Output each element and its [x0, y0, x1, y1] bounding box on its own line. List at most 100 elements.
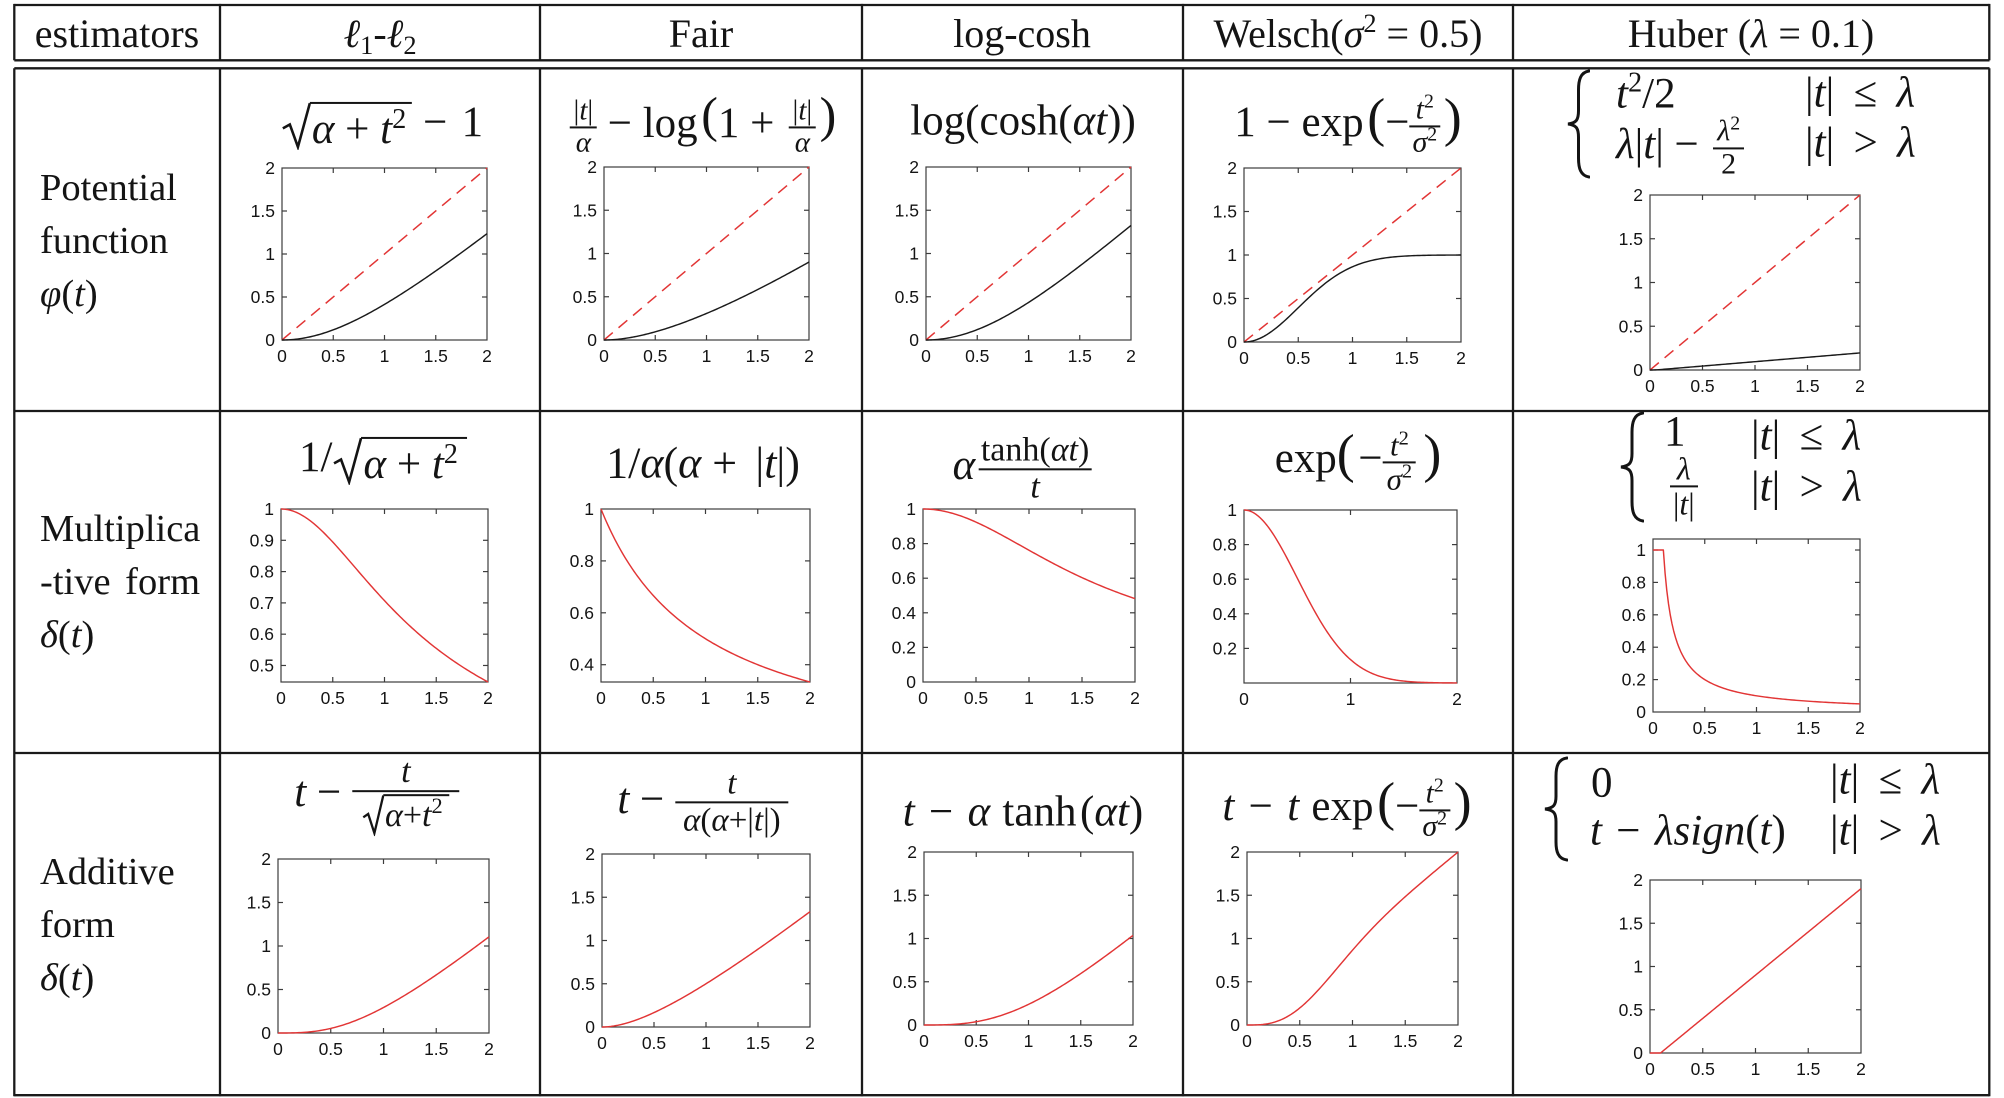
svg-text:2: 2: [1128, 1031, 1138, 1051]
svg-text:0.5: 0.5: [321, 688, 345, 708]
svg-text:0.6: 0.6: [892, 568, 916, 588]
svg-text:1.5: 1.5: [746, 346, 770, 366]
svg-text:1.5: 1.5: [895, 200, 919, 220]
svg-text:0: 0: [597, 1033, 607, 1053]
svg-text:0: 0: [1230, 1015, 1240, 1035]
svg-text:0: 0: [906, 672, 916, 692]
svg-text:0.5: 0.5: [1619, 1000, 1643, 1020]
svg-text:0: 0: [276, 688, 286, 708]
svg-text:1.5: 1.5: [424, 1039, 448, 1059]
svg-text:2: 2: [1452, 689, 1462, 709]
svg-text:0.5: 0.5: [571, 974, 595, 994]
svg-text:1: 1: [909, 244, 919, 264]
svg-text:0: 0: [1239, 689, 1249, 709]
svg-text:2: 2: [1855, 376, 1865, 396]
svg-text:0: 0: [1633, 360, 1643, 380]
svg-text:1: 1: [702, 346, 712, 366]
svg-text:0.5: 0.5: [1619, 316, 1643, 336]
svg-text:1: 1: [1633, 957, 1643, 977]
svg-text:2: 2: [1856, 1059, 1866, 1079]
svg-text:1: 1: [265, 244, 275, 264]
svg-text:0.4: 0.4: [1622, 637, 1647, 657]
svg-text:1: 1: [1348, 1031, 1358, 1051]
svg-text:2: 2: [261, 849, 271, 869]
svg-text:2: 2: [907, 842, 917, 862]
svg-text:1.5: 1.5: [424, 346, 448, 366]
svg-text:0: 0: [921, 346, 931, 366]
svg-text:1: 1: [584, 499, 594, 519]
svg-text:0.8: 0.8: [1213, 535, 1237, 555]
svg-text:0: 0: [1636, 702, 1646, 722]
svg-text:1.5: 1.5: [247, 893, 271, 913]
svg-text:0.8: 0.8: [1622, 572, 1646, 592]
svg-text:0.4: 0.4: [892, 603, 917, 623]
svg-text:2: 2: [585, 844, 595, 864]
svg-text:0.5: 0.5: [319, 1039, 343, 1059]
svg-text:1.5: 1.5: [746, 1033, 770, 1053]
svg-text:0: 0: [277, 346, 287, 366]
svg-text:0: 0: [1242, 1031, 1252, 1051]
svg-text:0.6: 0.6: [1622, 605, 1646, 625]
svg-text:2: 2: [1453, 1031, 1463, 1051]
svg-text:1.5: 1.5: [251, 201, 275, 221]
svg-text:0: 0: [907, 1015, 917, 1035]
svg-text:2: 2: [1130, 688, 1140, 708]
svg-text:2: 2: [805, 1033, 815, 1053]
svg-text:0: 0: [273, 1039, 283, 1059]
svg-text:1: 1: [1346, 689, 1356, 709]
svg-text:1: 1: [1633, 273, 1643, 293]
svg-text:0: 0: [261, 1023, 271, 1043]
svg-text:1: 1: [1227, 245, 1237, 265]
svg-text:0.9: 0.9: [250, 530, 274, 550]
svg-text:2: 2: [1126, 346, 1136, 366]
svg-text:0.5: 0.5: [641, 688, 665, 708]
svg-text:0: 0: [1239, 348, 1249, 368]
svg-text:1.5: 1.5: [1619, 913, 1643, 933]
svg-text:0.6: 0.6: [570, 603, 594, 623]
svg-text:1: 1: [1024, 688, 1034, 708]
svg-text:2: 2: [587, 157, 597, 177]
svg-text:0.2: 0.2: [892, 637, 916, 657]
svg-text:0: 0: [1227, 332, 1237, 352]
svg-text:1: 1: [587, 244, 597, 264]
svg-text:1.5: 1.5: [571, 887, 595, 907]
svg-text:1: 1: [380, 688, 390, 708]
svg-text:2: 2: [1633, 185, 1643, 205]
svg-text:0.5: 0.5: [1693, 718, 1717, 738]
svg-text:1.5: 1.5: [1068, 346, 1092, 366]
svg-text:0.5: 0.5: [1216, 972, 1240, 992]
svg-text:2: 2: [265, 158, 275, 178]
svg-text:0: 0: [587, 330, 597, 350]
svg-text:0.5: 0.5: [964, 1031, 988, 1051]
svg-text:0.4: 0.4: [570, 655, 595, 675]
svg-text:1.5: 1.5: [1213, 202, 1237, 222]
svg-text:0.5: 0.5: [573, 287, 597, 307]
svg-text:1.5: 1.5: [424, 688, 448, 708]
svg-text:1: 1: [264, 499, 274, 519]
svg-text:0.5: 0.5: [321, 346, 345, 366]
svg-text:1.5: 1.5: [1393, 1031, 1417, 1051]
svg-text:0.5: 0.5: [250, 655, 274, 675]
svg-text:1: 1: [701, 1033, 711, 1053]
svg-text:2: 2: [909, 157, 919, 177]
svg-text:1.5: 1.5: [1216, 885, 1240, 905]
svg-text:0.8: 0.8: [892, 534, 916, 554]
svg-text:1: 1: [906, 499, 916, 519]
svg-text:1: 1: [1024, 346, 1034, 366]
svg-text:0.5: 0.5: [643, 346, 667, 366]
svg-text:1.5: 1.5: [1069, 1031, 1093, 1051]
svg-text:0.7: 0.7: [250, 593, 274, 613]
svg-text:2: 2: [1227, 158, 1237, 178]
svg-text:1: 1: [1752, 718, 1762, 738]
svg-text:1.5: 1.5: [1796, 1059, 1820, 1079]
svg-text:0.5: 0.5: [1691, 1059, 1715, 1079]
svg-text:0: 0: [918, 688, 928, 708]
svg-text:0: 0: [1648, 718, 1658, 738]
svg-text:0.5: 0.5: [1286, 348, 1310, 368]
svg-text:1.5: 1.5: [1070, 688, 1094, 708]
svg-text:1: 1: [1024, 1031, 1034, 1051]
svg-text:0.6: 0.6: [250, 624, 274, 644]
svg-text:0: 0: [599, 346, 609, 366]
svg-text:1.5: 1.5: [746, 688, 770, 708]
svg-text:0: 0: [265, 330, 275, 350]
